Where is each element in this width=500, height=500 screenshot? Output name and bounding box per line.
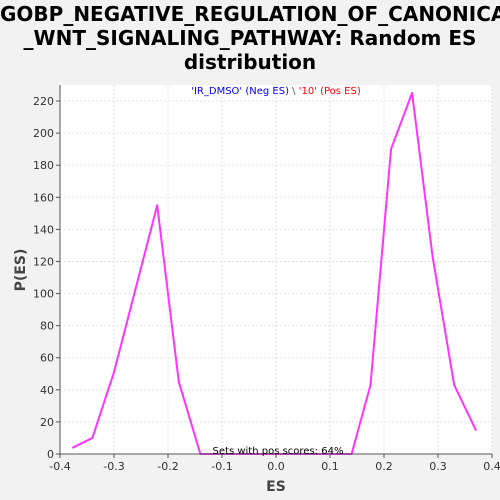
es-data-point: [156, 204, 159, 207]
es-data-point: [431, 255, 434, 258]
es-data-point: [71, 446, 74, 449]
y-tick-label: 80: [40, 320, 54, 333]
x-tick-label: 0.3: [429, 460, 447, 473]
x-tick-label: 0.0: [267, 460, 285, 473]
chart-title: GOBP_NEGATIVE_REGULATION_OF_CANONICAL _W…: [0, 2, 500, 74]
pos-scores-annotation: Sets with pos scores: 64%: [213, 446, 344, 457]
es-data-point: [91, 436, 94, 439]
chart-title-line-3: distribution: [183, 50, 317, 74]
x-tick-label: 0.1: [321, 460, 339, 473]
y-tick-label: 180: [33, 159, 54, 172]
y-tick-label: 200: [33, 127, 54, 140]
y-tick-label: 220: [33, 95, 54, 108]
es-data-point: [453, 384, 456, 387]
x-tick-label: 0.2: [375, 460, 393, 473]
y-tick-label: 140: [33, 223, 54, 236]
y-axis-label: P(ES): [13, 249, 29, 292]
y-tick-label: 100: [33, 288, 54, 301]
es-data-point: [177, 380, 180, 383]
x-tick-label: -0.2: [157, 460, 178, 473]
x-axis-label: ES: [266, 479, 286, 495]
y-tick-label: 120: [33, 255, 54, 268]
legend-separator: \: [289, 86, 299, 97]
ticks: -0.4 -0.3 -0.2 -0.1 0.0 0.1 0.2 0.3 0.4 0 20 40 60 80…: [33, 95, 500, 473]
chart-title-line-1: GOBP_NEGATIVE_REGULATION_OF_CANONICAL: [0, 2, 500, 26]
x-tick-label: 0.4: [483, 460, 500, 473]
legend-neg-series: 'IR_DMSO' (Neg ES): [191, 86, 289, 97]
es-data-point: [411, 92, 414, 95]
y-tick-label: 60: [40, 352, 54, 365]
x-tick-label: -0.3: [103, 460, 124, 473]
y-tick-label: 40: [40, 384, 54, 397]
y-tick-label: 20: [40, 416, 54, 429]
es-data-point: [134, 287, 137, 290]
es-data-point: [369, 384, 372, 387]
x-tick-label: -0.1: [211, 460, 232, 473]
legend-pos-series: '10' (Pos ES): [299, 86, 361, 97]
es-data-point: [390, 148, 393, 151]
es-data-point: [113, 371, 115, 374]
es-data-point: [474, 428, 477, 431]
y-tick-label: 0: [47, 448, 54, 461]
y-tick-label: 160: [33, 191, 54, 204]
x-tick-label: -0.4: [49, 460, 70, 473]
chart-title-line-2: _WNT_SIGNALING_PATHWAY: Random ES: [23, 26, 477, 50]
legend-text: 'IR_DMSO' (Neg ES) \ '10' (Pos ES): [191, 86, 361, 97]
